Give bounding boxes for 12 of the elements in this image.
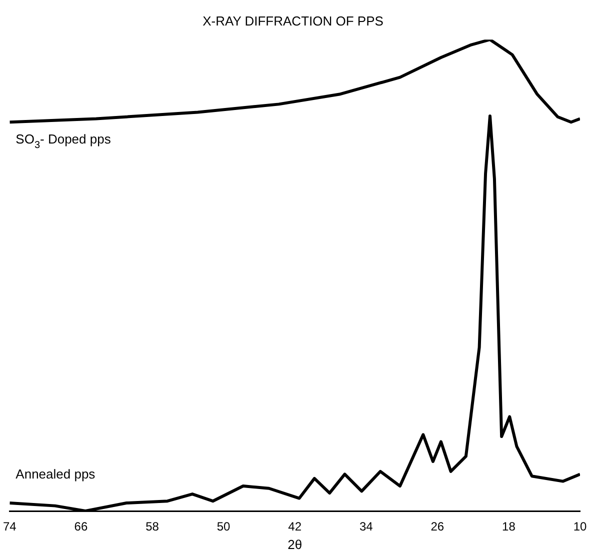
x-tick-label: 58 xyxy=(146,520,160,534)
chart-title: X-RAY DIFFRACTION OF PPS xyxy=(202,13,384,28)
x-tick-label: 66 xyxy=(74,520,88,534)
x-tick-label: 18 xyxy=(502,520,516,534)
x-tick-label: 50 xyxy=(216,520,231,534)
x-axis-title: 2θ xyxy=(288,536,302,552)
x-tick-label: 10 xyxy=(573,520,587,534)
x-tick-label: 34 xyxy=(359,520,374,534)
x-tick-label: 74 xyxy=(2,520,17,534)
x-tick-label: 26 xyxy=(430,520,444,534)
series-label: Annealed pps xyxy=(16,466,96,482)
x-tick-label: 42 xyxy=(288,520,302,534)
